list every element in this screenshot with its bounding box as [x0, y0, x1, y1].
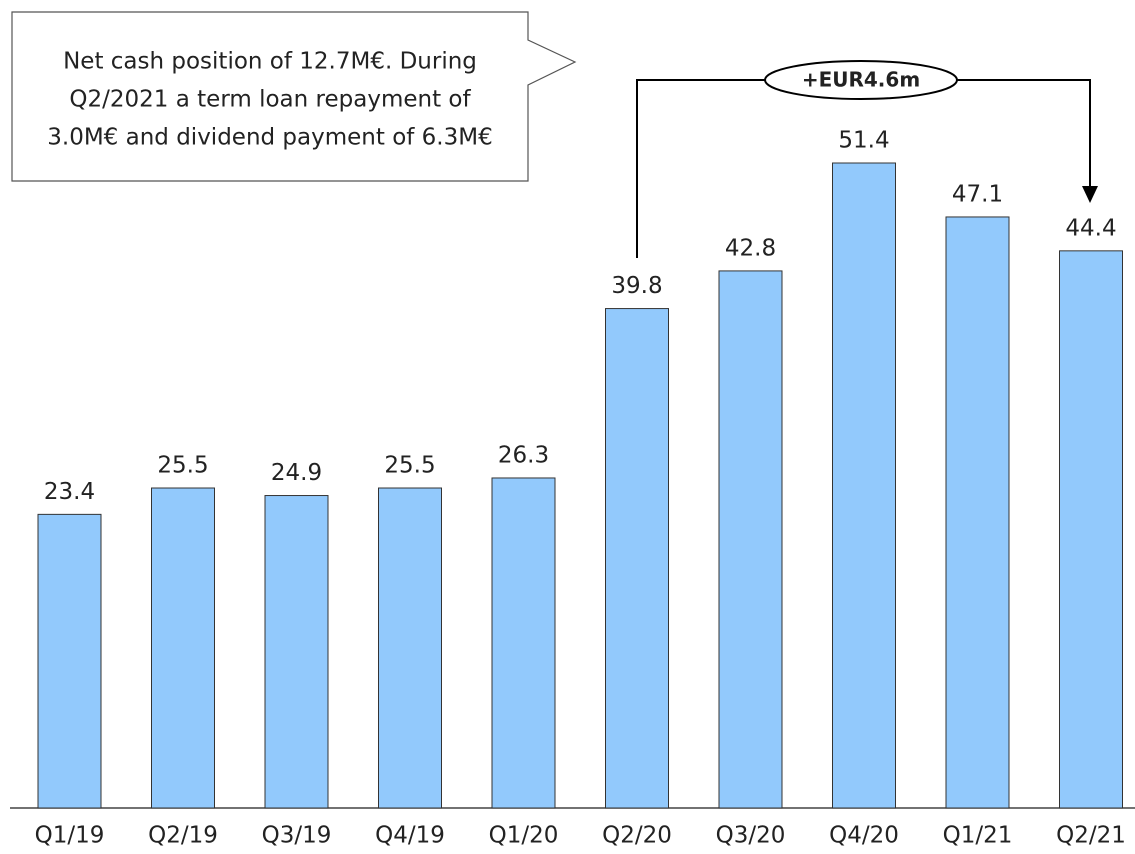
value-label: 44.4	[1065, 215, 1116, 241]
callout-line: 3.0M€ and dividend payment of 6.3M€	[47, 125, 492, 151]
x-tick-label: Q3/20	[716, 823, 786, 849]
bar	[832, 162, 896, 809]
bar	[605, 308, 669, 809]
callout-box	[11, 11, 577, 182]
bar	[151, 487, 215, 809]
bar	[718, 270, 783, 809]
bar	[945, 216, 1010, 809]
bracket-label: +EUR4.6m	[802, 68, 920, 92]
bar	[37, 513, 102, 809]
bar	[1059, 250, 1123, 809]
value-label: 47.1	[952, 181, 1003, 207]
x-tick-label: Q4/20	[829, 823, 899, 849]
bracket-oval	[764, 60, 958, 100]
callout-line: Q2/2021 a term loan repayment of	[69, 87, 471, 113]
x-tick-label: Q1/21	[943, 823, 1013, 849]
x-tick-label: Q2/20	[602, 823, 672, 849]
value-label: 25.5	[157, 453, 208, 479]
bar	[264, 495, 329, 809]
x-tick-label: Q1/19	[35, 823, 105, 849]
value-label: 25.5	[384, 453, 435, 479]
value-label: 39.8	[611, 273, 662, 299]
value-label: 51.4	[838, 128, 889, 154]
callout-line: Net cash position of 12.7M€. During	[63, 49, 477, 75]
x-tick-label: Q2/19	[148, 823, 218, 849]
x-tick-label: Q1/20	[489, 823, 559, 849]
value-label: 26.3	[498, 442, 549, 468]
bracket-arrow	[1082, 186, 1098, 203]
value-label: 23.4	[44, 479, 95, 505]
x-tick-label: Q3/19	[262, 823, 332, 849]
x-tick-label: Q4/19	[375, 823, 445, 849]
x-tick-label: Q2/21	[1056, 823, 1126, 849]
bar	[491, 477, 556, 809]
value-label: 42.8	[725, 235, 776, 261]
bar	[378, 487, 442, 809]
value-label: 24.9	[271, 460, 322, 486]
